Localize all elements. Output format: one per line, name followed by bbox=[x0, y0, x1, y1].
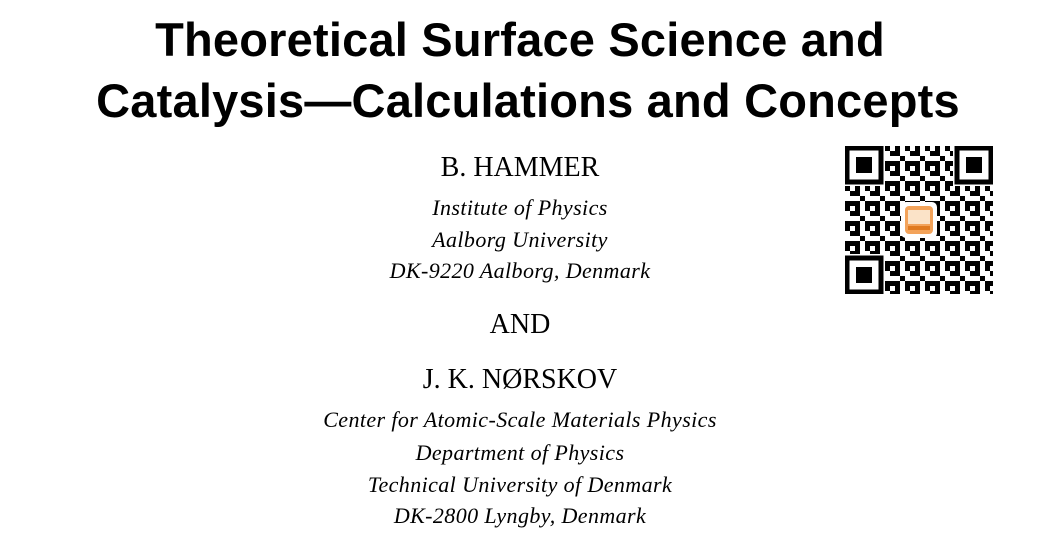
title-line: Theoretical Surface Science and bbox=[155, 13, 885, 66]
affiliation-line: Technical University of Denmark bbox=[367, 472, 673, 497]
author-name: J. K. NØRSKOV bbox=[422, 364, 618, 395]
affiliation-line: Institute of Physics bbox=[432, 195, 608, 220]
conjunction: AND bbox=[489, 309, 551, 340]
affiliation-line: Center for Atomic-Scale Materials Physic… bbox=[323, 407, 717, 432]
author-name: B. HAMMER bbox=[440, 152, 600, 183]
affiliation-line: Department of Physics bbox=[415, 440, 625, 465]
qr-finder bbox=[845, 146, 885, 186]
title-line: Catalysis—Calculations and Concepts bbox=[96, 74, 960, 127]
affiliation-line: Aalborg University bbox=[432, 227, 608, 252]
qr-finder bbox=[845, 254, 885, 294]
qr-code bbox=[845, 146, 993, 294]
affiliation-line: DK-9220 Aalborg, Denmark bbox=[389, 258, 651, 283]
qr-logo bbox=[901, 202, 937, 238]
affiliation-line: DK-2800 Lyngby, Denmark bbox=[393, 503, 647, 528]
qr-finder bbox=[953, 146, 993, 186]
